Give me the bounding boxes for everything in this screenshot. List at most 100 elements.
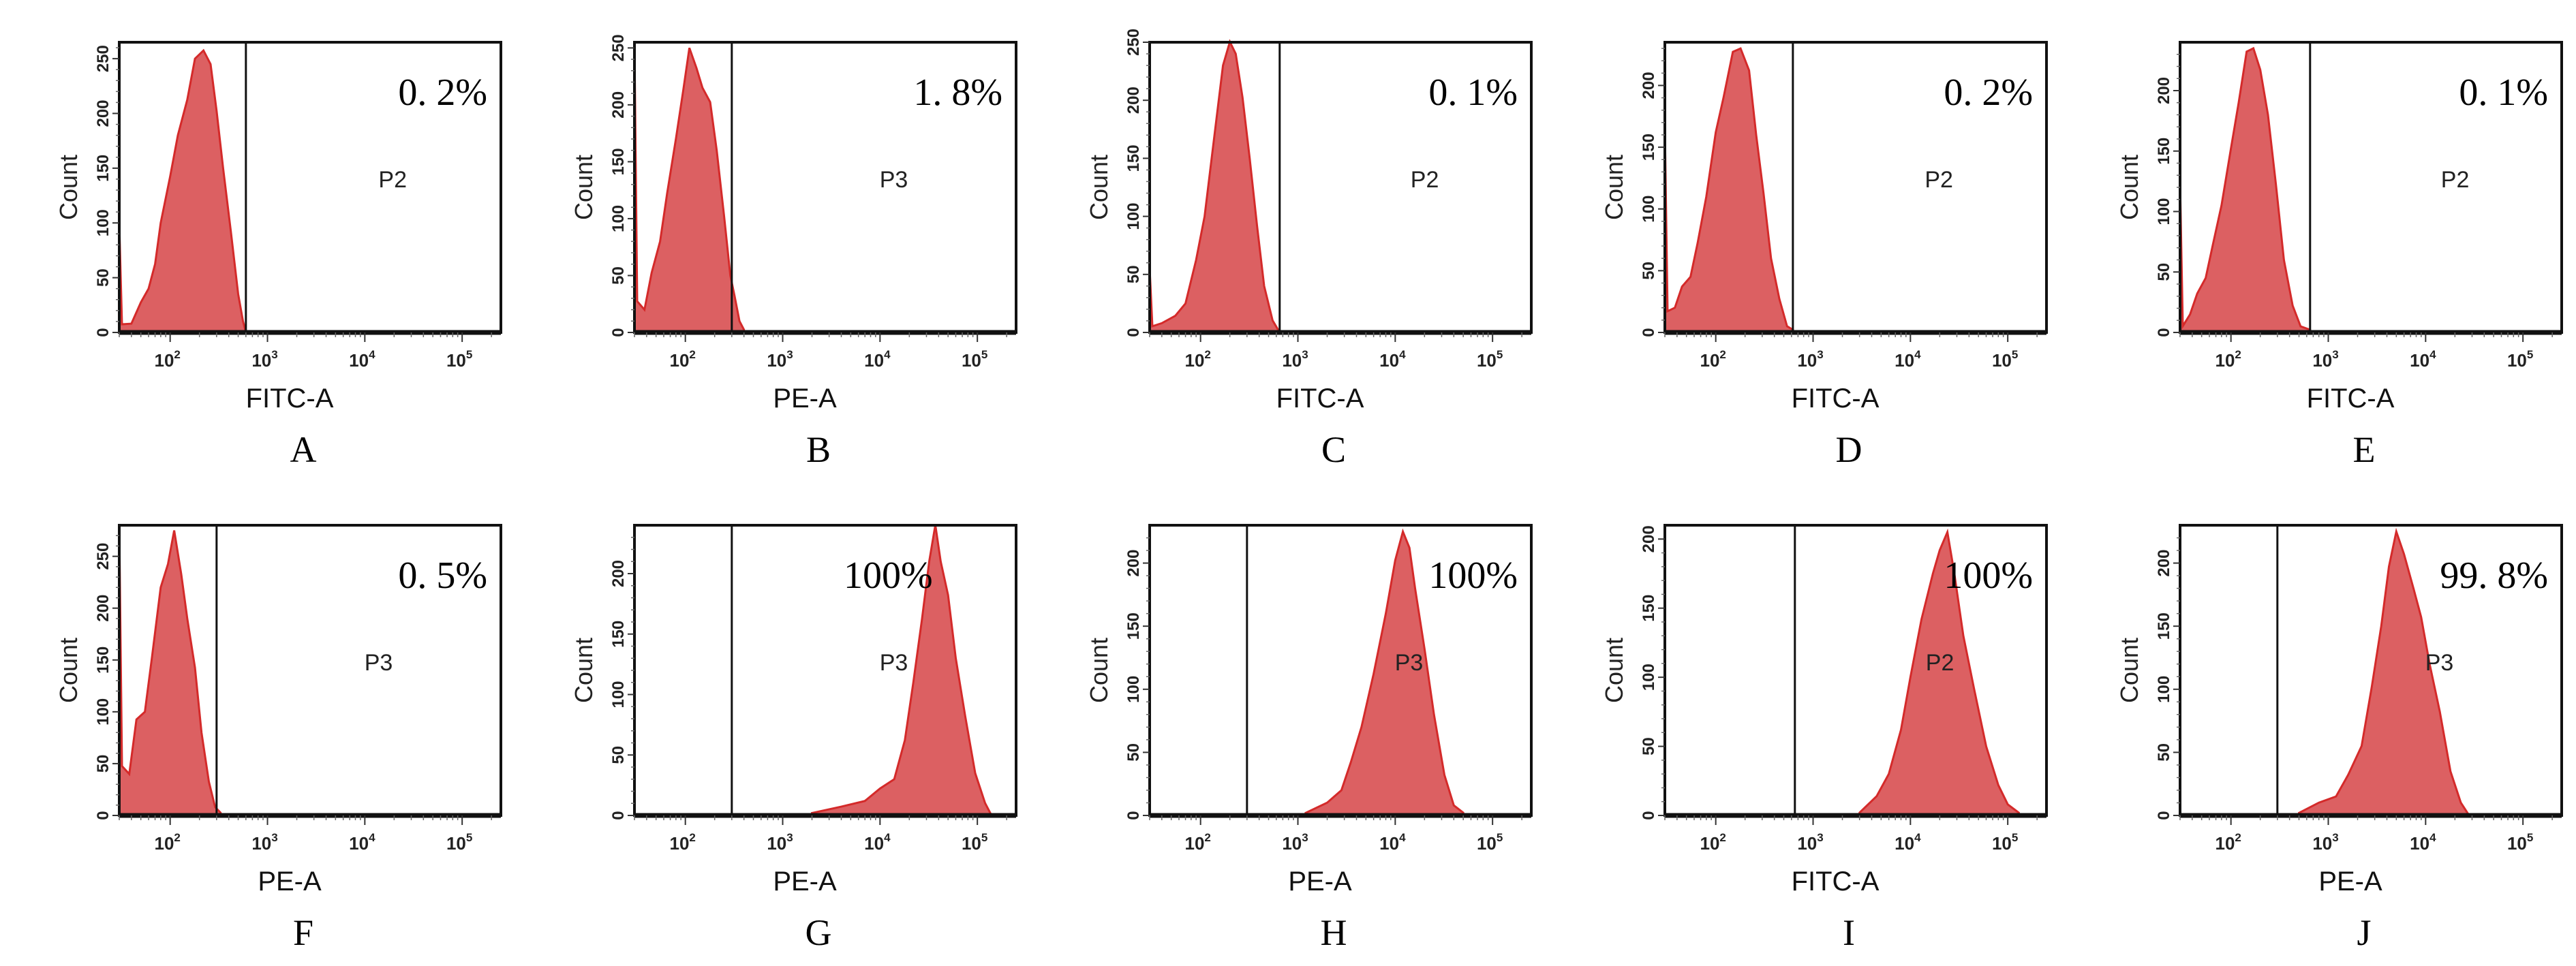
histogram-plot: 0 50 100 150 200 102 103 104 105 FITC-A Count P2 0. …	[2115, 41, 2563, 470]
gate-name-label: P2	[1925, 167, 1953, 193]
gated-percentage-label: 1. 8%	[913, 72, 1002, 114]
x-tick-label: 105	[1992, 831, 2018, 854]
x-tick-label: 104	[864, 831, 891, 854]
gate-name-label: P3	[880, 650, 908, 676]
panel-d: 0 50 100 150 200 102 103 104 105 FITC-A Count P2 0. …	[1546, 0, 2061, 483]
panel-letter: A	[290, 429, 317, 470]
gated-percentage-label: 100%	[1428, 555, 1518, 597]
x-axis-label: FITC-A	[246, 384, 334, 414]
panel-c: 0 50 100 150 200 250 102 103 104 105 FITC-A Count P2…	[1030, 0, 1546, 483]
x-axis-label: FITC-A	[1276, 384, 1364, 414]
histogram-area	[118, 48, 247, 334]
x-axis-label: FITC-A	[2307, 384, 2395, 414]
x-axis-label: FITC-A	[1792, 867, 1880, 897]
y-tick-label: 250	[1124, 29, 1143, 56]
x-tick-label: 104	[1895, 831, 1921, 854]
gated-percentage-label: 99. 8%	[2440, 555, 2548, 597]
histogram-area	[1148, 39, 1282, 334]
histogram-area	[633, 42, 746, 334]
y-tick-label: 150	[94, 646, 112, 674]
y-tick-label: 50	[2155, 743, 2173, 762]
y-tick-label: 100	[94, 698, 112, 726]
y-axis-label: Count	[55, 638, 82, 703]
panel-letter: J	[2357, 912, 2371, 953]
y-tick-label: 150	[1640, 595, 1658, 622]
histogram-plot: 0 50 100 150 200 250 102 103 104 105 FITC-A Count P2…	[1085, 29, 1533, 470]
x-tick-label: 105	[2507, 831, 2533, 854]
x-axis-label: FITC-A	[1792, 384, 1880, 414]
gate-name-label: P3	[1395, 650, 1424, 676]
gate-name-label: P3	[365, 650, 393, 676]
y-axis-label: Count	[55, 155, 82, 220]
x-tick-label: 103	[1282, 348, 1308, 371]
y-tick-label: 100	[1640, 664, 1658, 691]
y-tick-label: 200	[2155, 77, 2173, 104]
y-axis-label: Count	[1085, 155, 1113, 220]
y-tick-label: 200	[94, 99, 112, 127]
y-tick-label: 0	[2155, 328, 2173, 337]
panel-letter: C	[1321, 429, 1346, 470]
y-tick-label: 50	[1124, 265, 1143, 283]
x-tick-label: 102	[2215, 831, 2241, 854]
x-tick-label: 104	[2410, 831, 2436, 854]
histogram-plot: 0 50 100 150 200 102 103 104 105 PE-A Count P3 99. 8…	[2115, 524, 2563, 953]
histogram-plot: 0 50 100 150 200 102 103 104 105 PE-A Count P3 100% H	[1085, 524, 1533, 953]
gated-percentage-label: 0. 5%	[398, 555, 487, 597]
x-tick-label: 105	[1477, 348, 1503, 371]
x-tick-label: 104	[1895, 348, 1921, 371]
panel-letter: I	[1843, 912, 1855, 953]
histogram-plot: 0 50 100 150 200 102 103 104 105 FITC-A Count P2 100…	[1600, 524, 2048, 953]
panel-g: 0 50 100 150 200 102 103 104 105 PE-A Count P3 100% G	[515, 483, 1030, 966]
y-tick-label: 250	[94, 543, 112, 570]
x-tick-label: 104	[1379, 831, 1406, 854]
y-tick-label: 200	[2155, 550, 2173, 577]
x-tick-label: 102	[1700, 831, 1726, 854]
gate-name-label: P2	[1926, 650, 1954, 676]
x-tick-label: 103	[1282, 831, 1308, 854]
histogram-plot: 0 50 100 150 200 250 102 103 104 105 PE-A Count P3 0.…	[55, 524, 502, 953]
x-tick-label: 103	[767, 831, 793, 854]
panel-letter: D	[1836, 429, 1862, 470]
histogram-plot: 0 50 100 150 200 102 103 104 105 PE-A Count P3 100% G	[570, 524, 1017, 953]
x-tick-label: 104	[349, 831, 375, 854]
panel-letter: E	[2353, 429, 2376, 470]
y-tick-label: 100	[1640, 196, 1658, 223]
panel-h: 0 50 100 150 200 102 103 104 105 PE-A Count P3 100% H	[1030, 483, 1546, 966]
y-axis-label: Count	[570, 155, 598, 220]
x-tick-label: 103	[2312, 831, 2338, 854]
x-axis-label: PE-A	[773, 867, 837, 897]
y-tick-label: 200	[1640, 72, 1658, 99]
x-tick-label: 102	[2215, 348, 2241, 371]
y-tick-label: 50	[1640, 737, 1658, 755]
x-tick-label: 105	[962, 348, 987, 371]
x-tick-label: 103	[1797, 348, 1823, 371]
y-tick-label: 0	[1640, 328, 1658, 337]
histogram-area	[2298, 527, 2471, 817]
panel-a: 0 50 100 150 200 250 102 103 104 105 FITC-A Count P2…	[0, 0, 515, 483]
y-axis-label: Count	[570, 638, 598, 703]
y-tick-label: 100	[2155, 676, 2173, 703]
gate-name-label: P2	[2441, 167, 2470, 193]
x-tick-label: 105	[1992, 348, 2018, 371]
x-tick-label: 103	[1797, 831, 1823, 854]
x-tick-label: 103	[2312, 348, 2338, 371]
histogram-area	[811, 525, 994, 817]
y-tick-label: 50	[1640, 262, 1658, 280]
panel-b: 0 50 100 150 200 250 102 103 104 105 PE-A Count P3 1.…	[515, 0, 1030, 483]
panel-letter: F	[293, 912, 313, 953]
x-axis-label: PE-A	[1288, 867, 1352, 897]
y-tick-label: 150	[1640, 134, 1658, 161]
gated-percentage-label: 0. 2%	[398, 72, 487, 114]
y-tick-label: 50	[1124, 743, 1143, 762]
y-tick-label: 50	[94, 268, 112, 287]
y-tick-label: 150	[2155, 138, 2173, 165]
x-tick-label: 102	[1700, 348, 1726, 371]
x-tick-label: 104	[2410, 348, 2436, 371]
histogram-area	[2179, 46, 2312, 334]
y-tick-label: 0	[94, 811, 112, 820]
y-tick-label: 200	[94, 595, 112, 622]
y-tick-label: 100	[609, 681, 628, 708]
histogram-area	[1304, 528, 1465, 817]
histogram-area	[1858, 528, 2020, 817]
y-tick-label: 50	[2155, 263, 2173, 281]
